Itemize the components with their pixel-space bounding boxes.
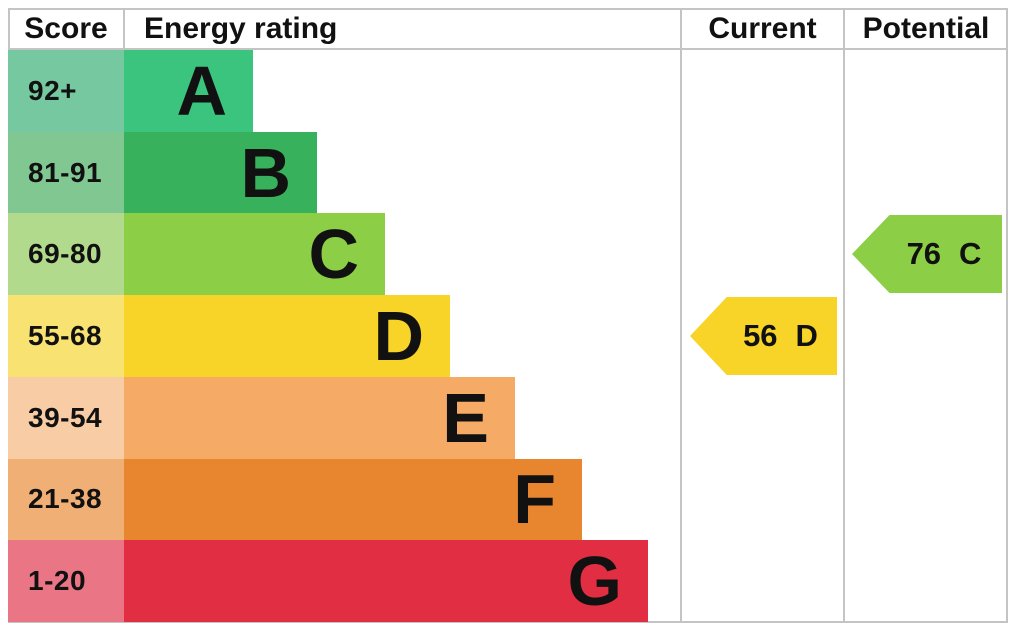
band-letter: F [513,460,556,539]
score-range-label: 1-20 [28,565,87,597]
divider-potential-column [843,8,845,623]
potential-rating-value: 76 [906,236,942,271]
band-bar-a: A [124,50,253,132]
header-score: Score [24,12,108,45]
band-bar-f: F [124,458,582,541]
band-row-c: 69-80 C [8,213,1008,296]
divider-current-column [680,8,682,623]
score-range-label: 21-38 [28,483,103,515]
band-bar-d: D [124,295,450,377]
header-current: Current [708,12,817,45]
score-range-b: 81-91 [8,131,124,214]
header-divider-line [8,48,1008,50]
band-letter: A [176,51,227,130]
band-letter: B [240,133,291,212]
score-range-label: 55-68 [28,320,103,352]
band-row-e: 39-54 E [8,376,1008,459]
current-rating-letter: D [795,318,818,353]
band-bar-e: E [124,376,515,459]
band-letter: E [442,378,489,457]
header-energy-rating: Energy rating [144,12,338,45]
score-range-e: 39-54 [8,376,124,459]
divider-score-column [123,8,125,50]
score-range-g: 1-20 [8,540,124,623]
band-bar-b: B [124,131,317,214]
band-letter: G [567,542,622,621]
band-bar-c: C [124,213,385,296]
band-row-g: 1-20 G [8,540,1008,623]
potential-rating-arrow: 76 C [852,215,1002,293]
score-range-label: 69-80 [28,238,103,270]
current-rating-value: 56 [743,318,778,353]
band-row-d: 55-68 D [8,295,1008,377]
band-row-f: 21-38 F [8,458,1008,541]
score-range-d: 55-68 [8,295,124,377]
score-range-a: 92+ [8,50,124,132]
score-range-c: 69-80 [8,213,124,296]
band-row-a: 92+ A [8,50,1008,132]
score-range-label: 92+ [28,74,77,106]
chart-header: Score Energy rating Current Potential [8,8,1008,50]
header-potential: Potential [862,12,990,45]
score-range-label: 81-91 [28,156,103,188]
band-rows: 92+ A 81-91 B 69-80 C 55-68 [8,50,1008,623]
band-bar-g: G [124,540,648,623]
band-letter: C [308,215,359,294]
current-rating-arrow: 56 D [690,297,837,375]
score-range-label: 39-54 [28,401,103,433]
band-row-b: 81-91 B [8,131,1008,214]
score-range-f: 21-38 [8,458,124,541]
potential-rating-letter: C [959,236,982,271]
band-letter: D [373,297,424,376]
